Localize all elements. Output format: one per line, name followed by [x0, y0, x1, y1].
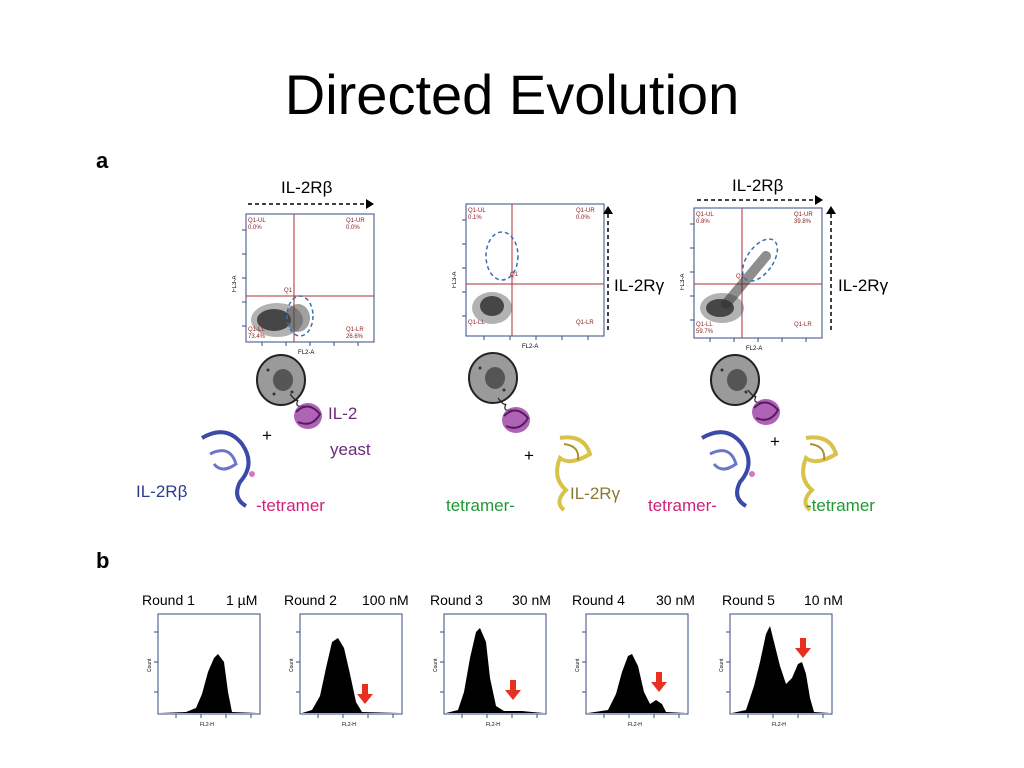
svg-text:FL3-A: FL3-A — [232, 276, 238, 292]
round-1-conc: 1 µM — [226, 592, 258, 608]
svg-text:FL2-A: FL2-A — [746, 346, 762, 352]
svg-text:Count: Count — [575, 658, 581, 672]
flow-plot-3: Q1-UL 0.8% Q1-UR 39.8% Q1-LL 59.7% Q1-LR Q1… — [680, 204, 830, 354]
plot1-top-arrow — [248, 199, 374, 209]
plot1-top-axis-label: IL-2Rβ — [281, 178, 333, 197]
svg-text:FL2-H: FL2-H — [200, 722, 214, 728]
histogram-round-2: FL2-H Count — [289, 613, 403, 728]
tetramer-label-green-2: -tetramer — [806, 496, 875, 515]
flow-plot-1: Q1-UL 0.0% Q1-UR 0.0% Q1-LL 73.4% Q1-LR 26.6… — [232, 210, 382, 360]
svg-text:Count: Count — [433, 658, 439, 672]
svg-text:Q1-UL: Q1-UL — [248, 218, 266, 224]
round-3-label: Round 3 — [430, 592, 483, 608]
svg-text:Q1: Q1 — [736, 274, 745, 280]
svg-text:FL3-A: FL3-A — [680, 274, 686, 290]
panel-b-letter: b — [96, 548, 110, 573]
plot3-side-arrow — [826, 206, 836, 331]
yeast-cell-2 — [468, 352, 518, 404]
round-4-conc: 30 nM — [656, 592, 695, 608]
yeast-cell-3 — [710, 354, 760, 406]
plus-sign-1: + — [262, 426, 272, 445]
svg-text:Q1-UR: Q1-UR — [346, 218, 365, 224]
round-2-label: Round 2 — [284, 592, 337, 608]
histogram-round-5: FL2-H Count — [719, 613, 833, 728]
round-5-label: Round 5 — [722, 592, 775, 608]
il2rg-protein-2 — [801, 435, 839, 512]
svg-text:Count: Count — [147, 658, 153, 672]
svg-text:Q1-LL: Q1-LL — [696, 322, 713, 328]
svg-text:0.8%: 0.8% — [696, 219, 710, 225]
tetramer-label-pink-1: -tetramer — [256, 496, 325, 515]
yeast-cell-1 — [256, 354, 306, 406]
svg-text:Q1-UL: Q1-UL — [468, 208, 486, 214]
round-4-label: Round 4 — [572, 592, 625, 608]
round-1-label: Round 1 — [142, 592, 195, 608]
il2-label: IL-2 — [328, 404, 358, 423]
svg-text:Q1-LR: Q1-LR — [346, 327, 364, 333]
svg-text:0.0%: 0.0% — [248, 225, 262, 231]
svg-text:Q1-LL: Q1-LL — [248, 327, 265, 333]
svg-text:0.0%: 0.0% — [346, 225, 360, 231]
svg-text:73.4%: 73.4% — [248, 334, 266, 340]
il2rb-label: IL-2Rβ — [136, 482, 188, 501]
il2rg-protein-1 — [555, 435, 593, 512]
il2rb-protein-2 — [700, 430, 755, 508]
round-5-conc: 10 nM — [804, 592, 843, 608]
svg-text:FL2-H: FL2-H — [628, 722, 642, 728]
svg-text:26.6%: 26.6% — [346, 334, 364, 340]
svg-text:Q1-LR: Q1-LR — [794, 322, 812, 328]
svg-text:59.7%: 59.7% — [696, 329, 714, 335]
plot3-top-arrow — [697, 195, 823, 205]
svg-text:0.0%: 0.0% — [576, 215, 590, 221]
svg-text:FL2-A: FL2-A — [522, 344, 538, 350]
svg-text:FL3-A: FL3-A — [452, 272, 458, 288]
svg-text:FL2-H: FL2-H — [342, 722, 356, 728]
tetramer-label-pink-2: tetramer- — [648, 496, 717, 515]
histogram-round-3: FL2-H Count — [433, 613, 547, 728]
round-3-conc: 30 nM — [512, 592, 551, 608]
svg-text:Q1-UR: Q1-UR — [794, 212, 813, 218]
histogram-round-1: FL2-H Count — [147, 613, 261, 728]
svg-text:39.8%: 39.8% — [794, 219, 812, 225]
il2-protein-1 — [289, 393, 322, 429]
svg-text:0.1%: 0.1% — [468, 215, 482, 221]
histogram-round-4: FL2-H Count — [575, 613, 689, 728]
svg-text:Count: Count — [719, 658, 725, 672]
plot3-side-axis-label: IL-2Rγ — [838, 276, 889, 295]
panel-a-letter: a — [96, 148, 109, 173]
round-2-conc: 100 nM — [362, 592, 409, 608]
svg-text:Q1: Q1 — [510, 272, 519, 278]
flow-plot-2: Q1-UL 0.1% Q1-UR 0.0% Q1-LL Q1-LR Q1 FL2-A… — [452, 200, 612, 350]
tetramer-label-green-1: tetramer- — [446, 496, 515, 515]
il2-protein-2 — [497, 397, 530, 433]
plot3-top-axis-label: IL-2Rβ — [732, 176, 784, 195]
svg-text:Q1: Q1 — [284, 288, 293, 294]
plot2-side-arrow — [603, 206, 613, 333]
plus-sign-2: + — [524, 446, 534, 465]
svg-text:Q1-LL: Q1-LL — [468, 320, 485, 326]
plot2-side-axis-label: IL-2Rγ — [614, 276, 665, 295]
plus-sign-3: + — [770, 432, 780, 451]
svg-text:FL2-H: FL2-H — [486, 722, 500, 728]
svg-text:FL2-A: FL2-A — [298, 350, 314, 356]
yeast-label: yeast — [330, 440, 371, 459]
il2rb-protein-1 — [200, 430, 255, 508]
svg-text:FL2-H: FL2-H — [772, 722, 786, 728]
svg-text:Count: Count — [289, 658, 295, 672]
slide-title: Directed Evolution — [284, 63, 740, 126]
svg-text:Q1-UR: Q1-UR — [576, 208, 595, 214]
svg-text:Q1-LR: Q1-LR — [576, 320, 594, 326]
il2-protein-3 — [747, 389, 780, 425]
svg-text:Q1-UL: Q1-UL — [696, 212, 714, 218]
il2rg-label: IL-2Rγ — [570, 484, 621, 503]
